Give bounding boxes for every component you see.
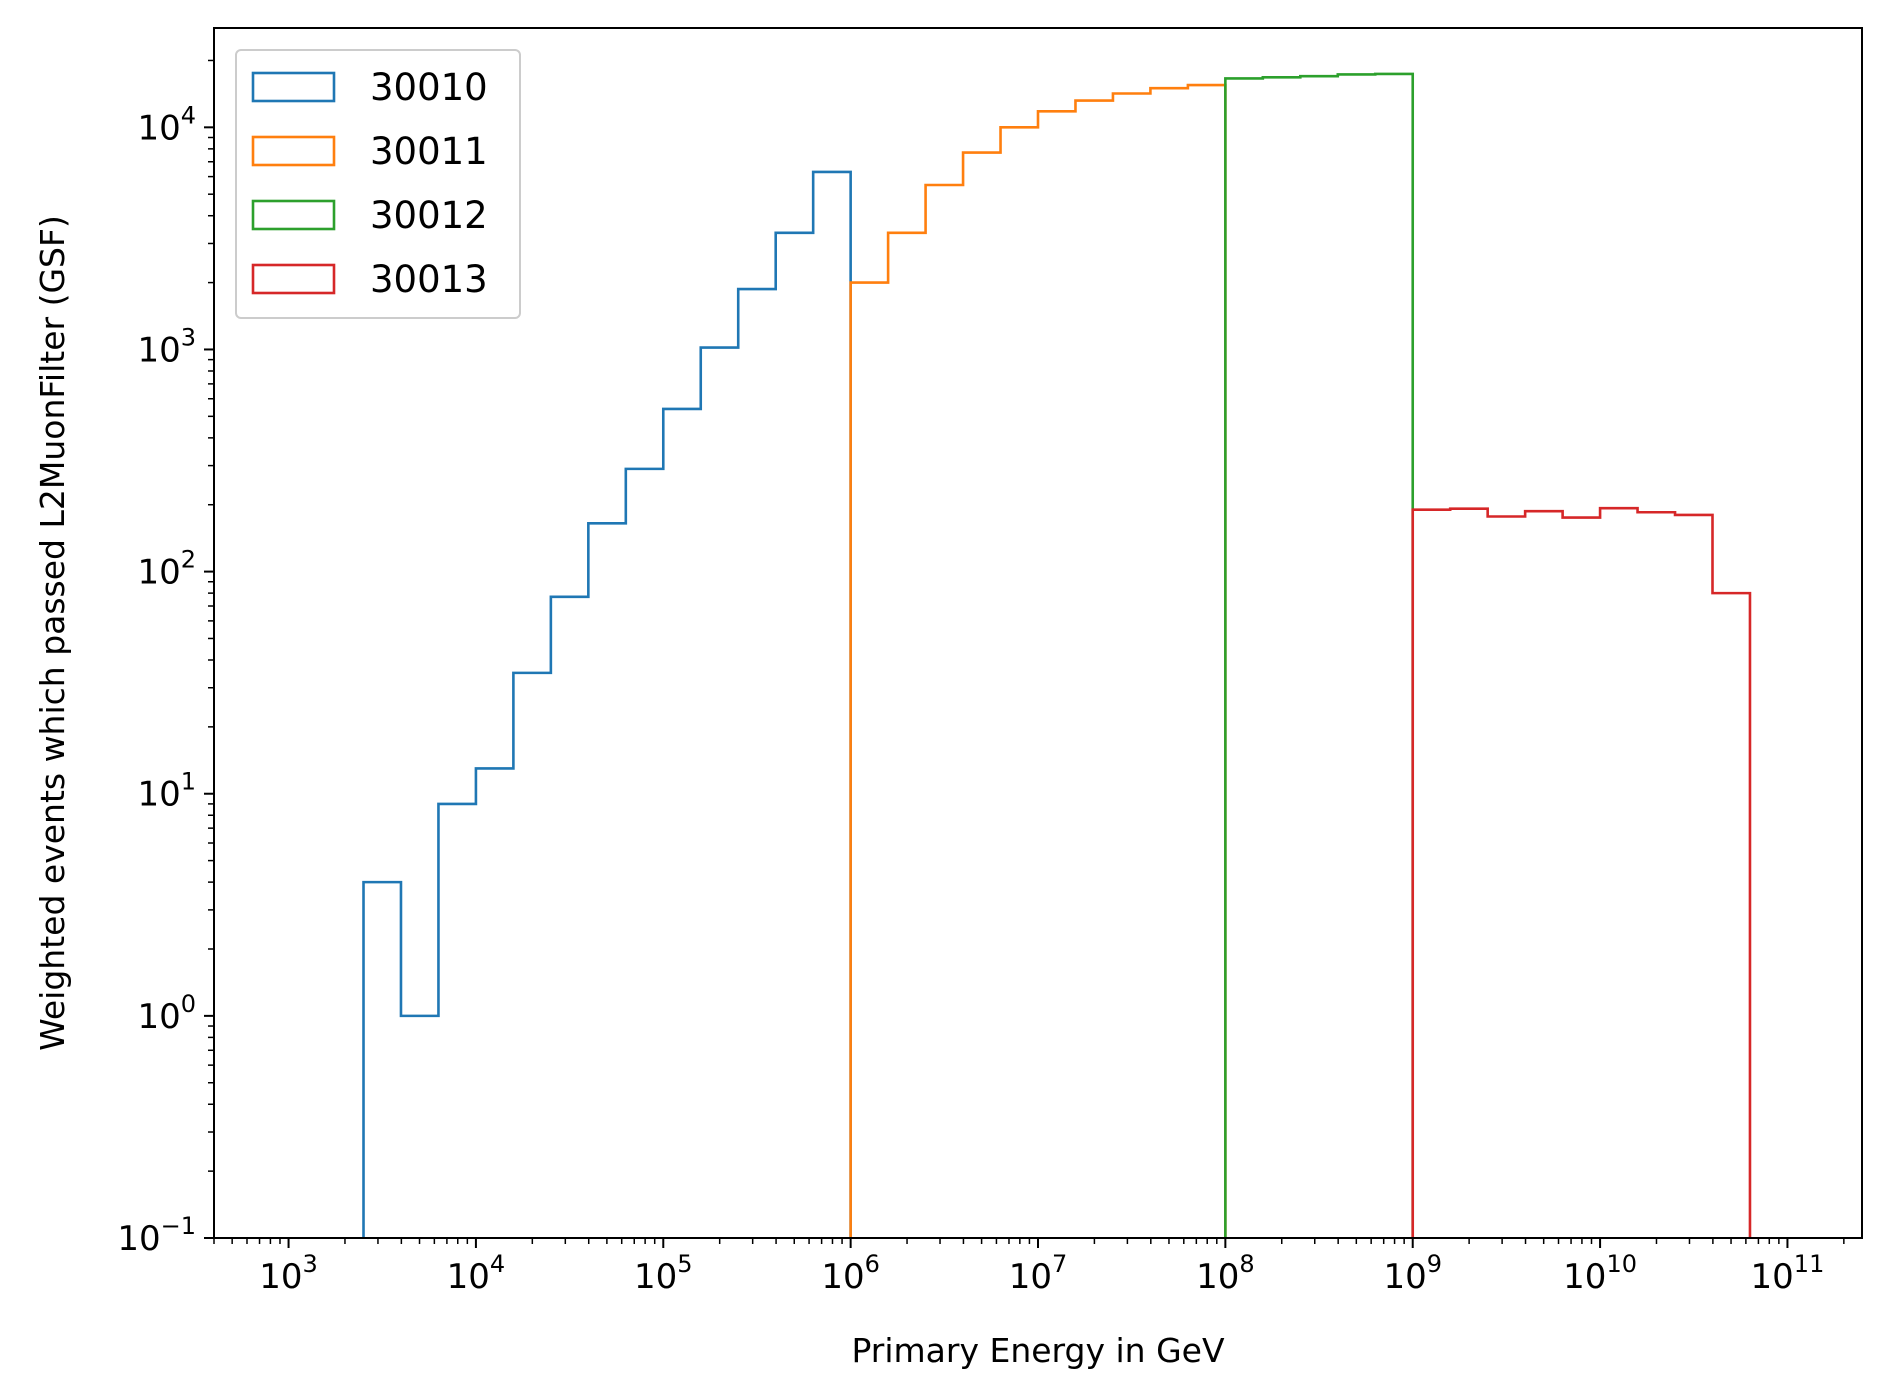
y-tick-label: 100 [137,990,196,1037]
legend-swatch [251,263,336,295]
y-tick-label: 101 [137,768,196,815]
histogram-series-30010 [362,170,852,1238]
x-tick-label: 107 [1009,1250,1068,1297]
y-tick-label: 104 [137,101,196,148]
x-tick-labels: 103 104 105 106 107 108 109 1010 1011 [259,1250,1824,1297]
legend-swatch [251,71,336,103]
x-axis-label: Primary Energy in GeV [851,1331,1224,1370]
x-tick-label: 1011 [1751,1250,1825,1297]
x-tick-label: 108 [1196,1250,1255,1297]
y-axis-label: Weighted events which passed L2MuonFilte… [33,215,72,1051]
x-tick-label: 109 [1383,1250,1442,1297]
y-tick-label: 10−1 [117,1212,196,1259]
x-tick-label: 105 [634,1250,693,1297]
y-tick-label: 103 [137,323,196,370]
histogram-series-30013 [1411,506,1752,1238]
y-tick-label: 102 [137,546,196,593]
histogram-series-30011 [849,83,1227,1238]
legend-label: 30010 [370,66,488,109]
x-tick-label: 1010 [1563,1250,1637,1297]
legend-label: 30012 [370,194,488,237]
x-tick-label: 103 [259,1250,318,1297]
histogram-series [362,72,1752,1238]
legend-label: 30011 [370,130,488,173]
y-tick-labels: 10−1 100 101 102 103 104 [117,101,196,1259]
legend-box [235,49,521,319]
x-tick-label: 106 [821,1250,880,1297]
legend-label: 30013 [370,258,488,301]
x-tick-label: 104 [447,1250,506,1297]
tick-marks [204,59,1845,1248]
histogram-series-30012 [1224,72,1415,1238]
plot-frame [213,27,1863,1239]
legend-swatch [251,135,336,167]
legend-swatch [251,199,336,231]
legend: 30010 30011 30012 30013 [235,49,521,319]
